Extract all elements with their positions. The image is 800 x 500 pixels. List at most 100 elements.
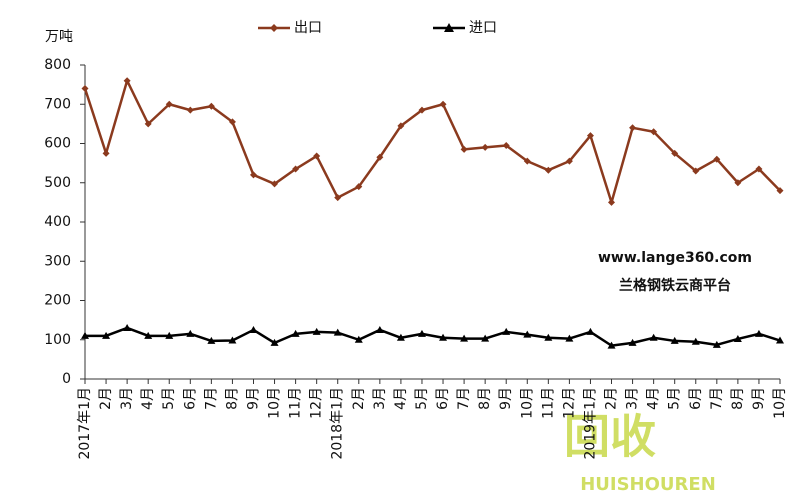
point [186,106,194,114]
point [228,336,237,344]
x-tick-label: 11月 [540,387,556,419]
x-tick-label: 3月 [119,387,135,410]
point [733,334,742,342]
point [186,329,195,337]
point [502,327,511,335]
x-tick-label: 5月 [414,387,430,410]
point [313,152,321,160]
x-tick-label: 7月 [456,387,472,410]
point [608,198,616,206]
point [776,336,784,344]
y-tick-label: 600 [44,136,71,152]
point [691,337,700,345]
point [629,124,637,132]
point [713,155,721,163]
point [439,333,448,341]
x-tick-label: 7月 [709,387,725,410]
point [502,141,510,149]
x-tick-label: 10月 [267,387,283,419]
point [292,165,300,173]
point [544,166,552,174]
point [397,122,405,130]
x-tick-label: 9月 [498,387,514,410]
x-tick-label: 2月 [604,387,620,410]
x-tick-label: 5月 [667,387,683,410]
x-tick-label: 12月 [309,387,325,419]
x-tick-label: 3月 [372,387,388,410]
point [692,167,700,175]
x-tick-label: 12月 [561,387,577,419]
point [418,106,426,114]
point [123,77,131,85]
watermark-url: www.lange360.com [598,250,752,266]
x-tick-label: 8月 [224,387,240,410]
x-tick-label: 10月 [772,387,788,419]
y-tick-label: 100 [44,332,71,348]
point [544,333,553,341]
x-tick-label: 2月 [98,387,114,410]
x-tick-label: 2018年1月 [330,387,346,460]
point [523,157,531,165]
x-tick-label: 8月 [477,387,493,410]
point [165,331,174,339]
point [81,85,89,93]
point [249,171,257,179]
x-tick-label: 4月 [140,387,156,410]
series-line [85,326,781,347]
point [334,194,342,202]
x-tick-label: 7月 [203,387,219,410]
x-tick-label: 2017年1月 [77,387,93,460]
y-tick-label: 200 [44,293,71,309]
point [586,327,595,335]
point [165,100,173,108]
point [712,340,721,348]
logo-text: 回收 [564,410,656,464]
x-tick-label: 2月 [351,387,367,410]
point [649,333,658,341]
point [565,334,574,342]
point [207,102,215,110]
watermark-name: 兰格钢铁云商平台 [619,277,731,294]
point [102,331,111,339]
logo-subtext: HUISHOUREN [580,474,716,495]
x-tick-label: 4月 [646,387,662,410]
point [650,128,658,136]
legend-label: 进口 [469,20,497,36]
point [776,187,784,195]
point [81,331,89,339]
x-tick-label: 6月 [688,387,704,410]
y-tick-label: 500 [44,175,71,191]
point [291,329,300,337]
legend-label: 出口 [294,20,322,36]
point [228,118,236,126]
point [734,179,742,187]
x-tick-label: 6月 [435,387,451,410]
x-tick-label: 2019年1月 [582,387,598,460]
point [376,153,384,161]
point [271,180,279,188]
point [481,143,489,151]
series-line [83,79,781,204]
point [670,336,679,344]
point [671,149,679,157]
point [354,335,363,343]
x-tick-label: 6月 [182,387,198,410]
point [417,329,426,337]
point [565,157,573,165]
legend-marker [270,24,278,32]
x-tick-label: 5月 [161,387,177,410]
x-tick-label: 8月 [730,387,746,410]
x-tick-label: 9月 [245,387,261,410]
point [355,183,363,191]
point [481,334,490,342]
point [270,338,279,346]
point [586,132,594,140]
point [249,325,258,333]
x-tick-label: 4月 [393,387,409,410]
point [607,341,616,349]
point [144,331,153,339]
point [755,165,763,173]
point [396,333,405,341]
x-tick-label: 9月 [751,387,767,410]
